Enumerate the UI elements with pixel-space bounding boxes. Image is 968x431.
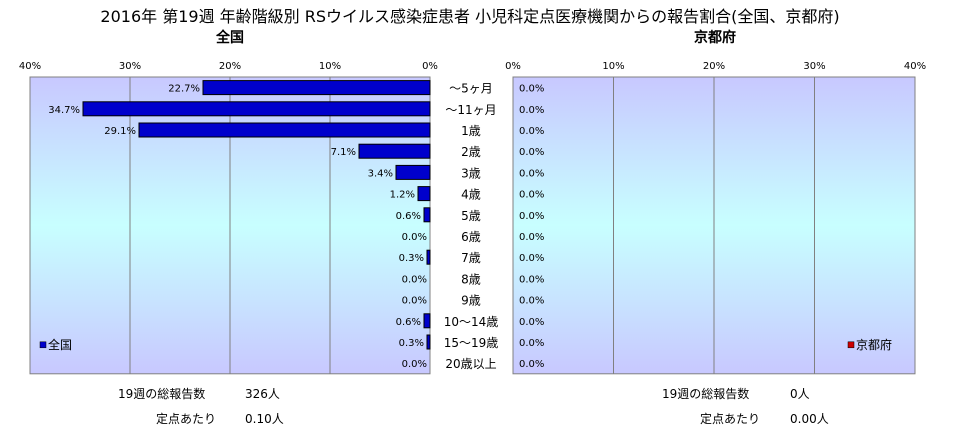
data-label: 0.0% — [519, 190, 544, 201]
x-tick-label: 30% — [803, 61, 825, 72]
data-label: 0.0% — [519, 359, 544, 370]
legend-swatch — [847, 341, 855, 349]
category-label: 6歳 — [461, 230, 481, 244]
data-label: 0.0% — [402, 296, 427, 307]
x-tick-label: 30% — [119, 61, 141, 72]
right-total-label: 19週の総報告数 — [662, 387, 750, 401]
x-tick-label: 10% — [319, 61, 341, 72]
right-plot-area: 0% 10% 20% 30% 40% 0.0% 0.0% 0.0% 0.0% 0.0% 0.0% 0.… — [505, 61, 926, 375]
x-tick-label: 40% — [904, 61, 926, 72]
category-label: 2歳 — [461, 145, 481, 159]
right-panel-title: 京都府 — [694, 30, 736, 46]
data-label: 0.3% — [399, 253, 424, 264]
x-tick-label: 0% — [422, 61, 438, 72]
data-label: 0.0% — [402, 359, 427, 370]
data-label: 0.0% — [519, 253, 544, 264]
category-label: 〜11ヶ月 — [445, 103, 496, 117]
category-label: 9歳 — [461, 294, 481, 308]
data-label: 0.0% — [519, 168, 544, 179]
data-label: 1.2% — [390, 190, 415, 201]
data-label: 0.0% — [402, 274, 427, 285]
bar — [138, 122, 431, 138]
data-label: 0.0% — [519, 105, 544, 116]
category-axis: 〜5ヶ月〜11ヶ月 1歳 2歳 3歳 4歳 5歳 6歳 7歳 8歳 9歳 10〜14歳 15〜19歳 2… — [444, 82, 499, 372]
category-label: 20歳以上 — [445, 357, 496, 371]
data-label: 3.4% — [368, 168, 393, 179]
bar — [423, 313, 431, 329]
category-label: 3歳 — [461, 166, 481, 180]
category-label: 15〜19歳 — [444, 336, 499, 350]
data-label: 0.0% — [519, 147, 544, 158]
data-label: 29.1% — [104, 126, 136, 137]
data-label: 0.0% — [519, 211, 544, 222]
data-label: 0.0% — [402, 232, 427, 243]
legend-label: 全国 — [48, 337, 72, 352]
x-tick-label: 20% — [703, 61, 725, 72]
left-per-value: 0.10人 — [245, 412, 284, 426]
legend-swatch — [39, 341, 47, 349]
data-label: 7.1% — [331, 147, 356, 158]
right-total-value: 0人 — [790, 387, 810, 401]
category-label: 7歳 — [461, 251, 481, 265]
left-total-label: 19週の総報告数 — [118, 387, 206, 401]
legend-label: 京都府 — [856, 337, 892, 352]
bar — [426, 249, 431, 265]
data-label: 0.3% — [399, 338, 424, 349]
left-plot-area: 40% 30% 20% 10% 0% 22.7% 34.7% 29.1% 7.1% 3.4% 1.2… — [19, 61, 438, 375]
data-label: 34.7% — [48, 105, 80, 116]
left-per-label: 定点あたり — [156, 412, 217, 426]
data-label: 0.0% — [519, 317, 544, 328]
x-tick-label: 20% — [219, 61, 241, 72]
bar — [423, 207, 431, 223]
chart-title: 2016年 第19週 年齢階級別 RSウイルス感染症患者 小児科定点医療機関から… — [100, 7, 840, 26]
bar — [426, 334, 431, 350]
category-label: 8歳 — [461, 272, 481, 286]
data-label: 0.0% — [519, 126, 544, 137]
right-per-label: 定点あたり — [700, 412, 761, 426]
category-label: 〜5ヶ月 — [449, 82, 493, 96]
category-label: 10〜14歳 — [444, 315, 499, 329]
x-tick-label: 0% — [505, 61, 521, 72]
data-label: 0.0% — [519, 296, 544, 307]
left-panel-title: 全国 — [216, 30, 244, 46]
bar — [358, 143, 431, 159]
data-label: 0.0% — [519, 274, 544, 285]
bar — [395, 164, 431, 180]
bar — [202, 80, 431, 96]
data-label: 22.7% — [168, 84, 200, 95]
right-per-value: 0.00人 — [790, 412, 829, 426]
data-label: 0.0% — [519, 338, 544, 349]
category-label: 5歳 — [461, 209, 481, 223]
x-tick-label: 10% — [602, 61, 624, 72]
left-total-value: 326人 — [245, 387, 280, 401]
data-label: 0.6% — [396, 317, 421, 328]
category-label: 4歳 — [461, 188, 481, 202]
bar — [82, 101, 431, 117]
category-label: 1歳 — [461, 124, 481, 138]
data-label: 0.6% — [396, 211, 421, 222]
bar — [417, 186, 431, 202]
data-label: 0.0% — [519, 232, 544, 243]
data-label: 0.0% — [519, 84, 544, 95]
x-tick-label: 40% — [19, 61, 41, 72]
